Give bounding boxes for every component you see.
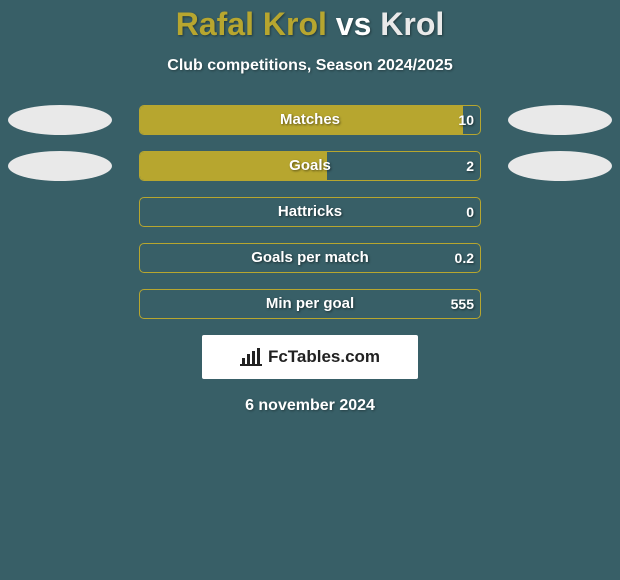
- bar-track: [139, 197, 481, 227]
- player2-oval: [508, 105, 612, 135]
- bar-track: [139, 289, 481, 319]
- stat-row: Hattricks0: [0, 197, 620, 227]
- bar-left: [140, 152, 327, 180]
- logo-text: FcTables.com: [268, 347, 380, 367]
- player2-oval: [508, 151, 612, 181]
- logo: FcTables.com: [240, 347, 380, 367]
- player2-name: Krol: [380, 6, 444, 42]
- logo-box[interactable]: FcTables.com: [202, 335, 418, 379]
- stat-row: Min per goal555: [0, 289, 620, 319]
- bar-track: [139, 105, 481, 135]
- bar-chart-icon: [240, 348, 262, 366]
- vs-text: vs: [336, 6, 372, 42]
- date: 6 november 2024: [0, 397, 620, 415]
- player1-oval: [8, 105, 112, 135]
- bar-track: [139, 243, 481, 273]
- player1-oval: [8, 151, 112, 181]
- bar-track: [139, 151, 481, 181]
- stat-row: Goals per match0.2: [0, 243, 620, 273]
- player1-name: Rafal Krol: [176, 6, 327, 42]
- comparison-card: Rafal Krol vs Krol Club competitions, Se…: [0, 0, 620, 415]
- stat-row: Matches10: [0, 105, 620, 135]
- subtitle: Club competitions, Season 2024/2025: [0, 57, 620, 75]
- stat-row: Goals2: [0, 151, 620, 181]
- bar-left: [140, 106, 463, 134]
- page-title: Rafal Krol vs Krol: [0, 6, 620, 43]
- stat-rows: Matches10 Goals2 Hattricks0 Goals per match…: [0, 105, 620, 319]
